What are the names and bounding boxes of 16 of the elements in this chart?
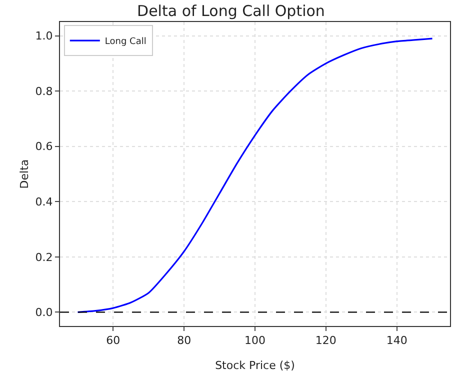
y-tick-label: 1.0 [35, 30, 53, 43]
x-tick-label: 140 [386, 334, 408, 348]
chart-title: Delta of Long Call Option [137, 2, 325, 20]
x-tick-label: 120 [315, 334, 336, 348]
y-tick-label: 0.4 [35, 195, 53, 208]
y-axis-title: Delta [18, 159, 31, 189]
x-tick-label: 100 [244, 334, 266, 348]
y-tick-label: 0.6 [35, 140, 53, 154]
line-series [76, 38, 434, 313]
y-tick-label: 0.8 [35, 84, 53, 98]
legend-label: Long Call [104, 37, 146, 48]
y-tick-label: 0.0 [35, 306, 53, 320]
y-tick-label: 0.2 [35, 250, 53, 264]
x-tick-label: 80 [177, 334, 192, 348]
x-tick-label: 60 [106, 334, 120, 348]
x-axis-title: Stock Price ($) [215, 359, 295, 372]
